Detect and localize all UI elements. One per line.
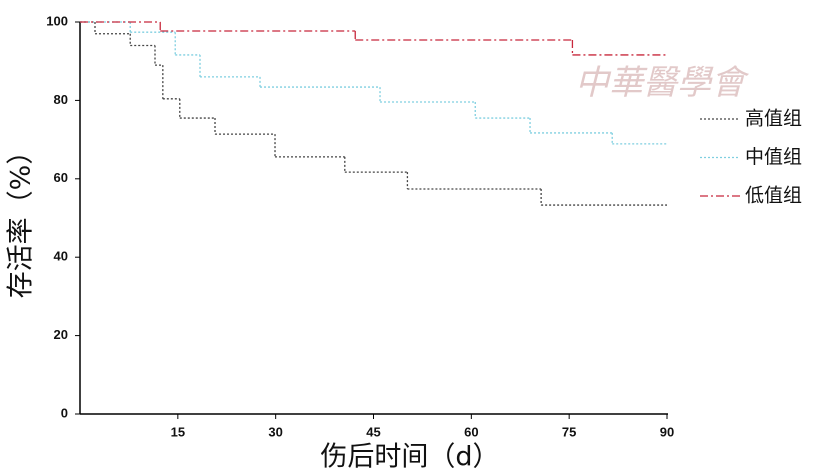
x-axis-label: 伤后时间（d） bbox=[320, 442, 499, 473]
y-tick-label: 100 bbox=[46, 13, 68, 28]
y-tick-label: 60 bbox=[54, 170, 68, 185]
legend-label: 高值组 bbox=[745, 108, 802, 130]
x-tick-label: 90 bbox=[660, 424, 674, 439]
y-tick-label: 20 bbox=[54, 327, 68, 342]
x-tick-label: 75 bbox=[562, 424, 576, 439]
x-tick-label: 30 bbox=[268, 424, 282, 439]
watermark: 中華醫學會 bbox=[575, 63, 750, 103]
x-tick-label: 60 bbox=[464, 424, 478, 439]
y-tick-label: 80 bbox=[54, 92, 68, 107]
y-axis-label: 存活率（%） bbox=[6, 138, 37, 299]
legend-label: 中值组 bbox=[745, 146, 802, 168]
x-tick-label: 45 bbox=[366, 424, 380, 439]
x-tick-label: 15 bbox=[171, 424, 185, 439]
legend-label: 低值组 bbox=[745, 185, 802, 207]
y-tick-label: 40 bbox=[54, 249, 68, 264]
y-tick-label: 0 bbox=[61, 405, 68, 420]
